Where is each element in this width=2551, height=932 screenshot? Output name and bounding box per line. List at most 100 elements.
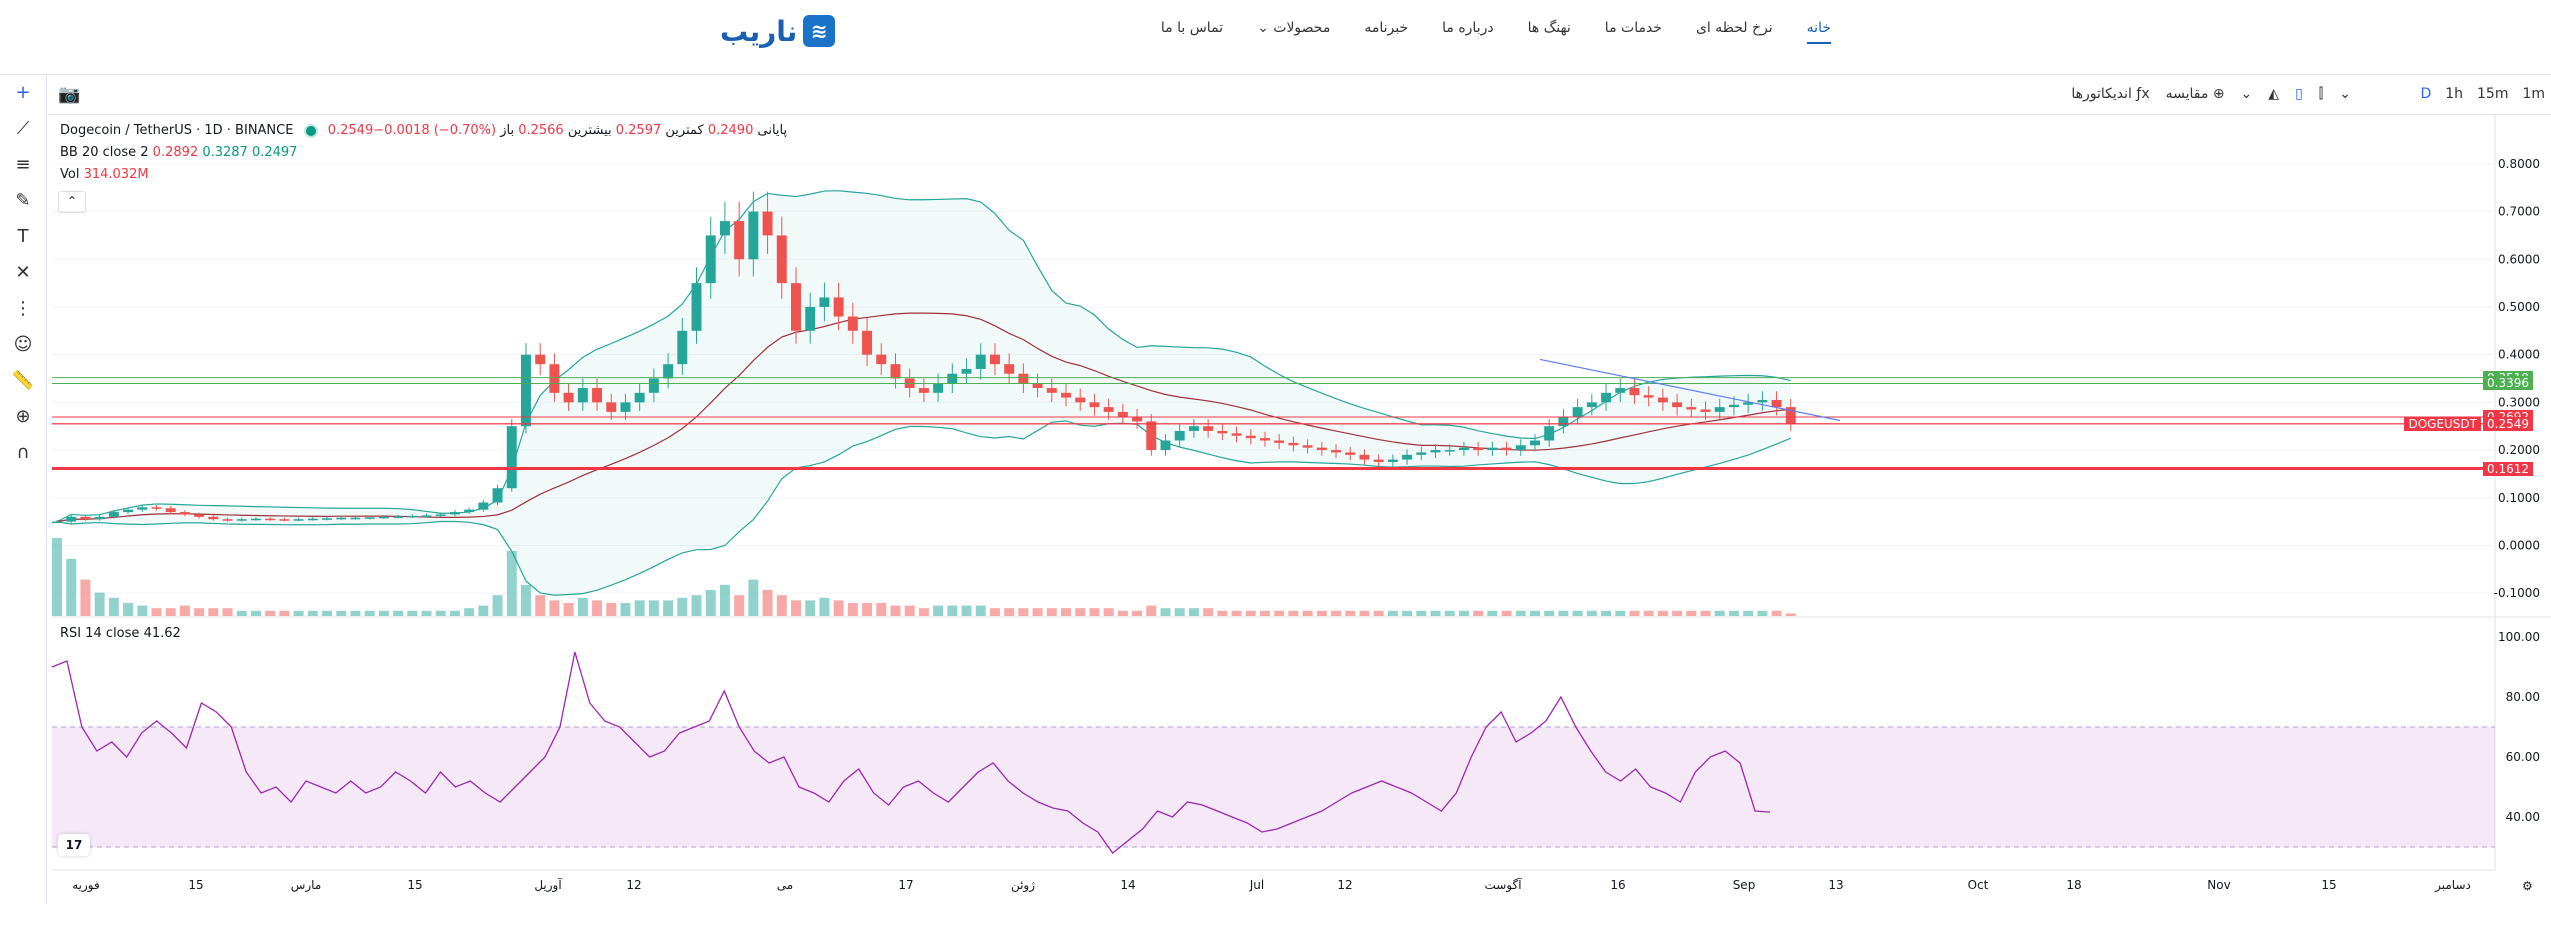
candle-body	[1288, 442, 1299, 446]
zoom-icon[interactable]: ⊕	[15, 405, 31, 427]
volume-bar	[933, 605, 944, 616]
candle-body	[208, 516, 219, 520]
candle-body	[194, 514, 205, 517]
candle-body	[734, 221, 745, 260]
indicators-button[interactable]: اندیکاتورها ƒx	[2071, 86, 2149, 102]
collapse-legend-button[interactable]: ⌃	[58, 191, 86, 213]
volume-bar	[250, 610, 261, 616]
candle-body	[634, 392, 645, 403]
candle-body	[1586, 402, 1597, 408]
candle-body	[236, 519, 247, 521]
prediction-icon[interactable]: ⋮	[14, 297, 32, 319]
candle-body	[1757, 399, 1768, 403]
site-logo[interactable]: ناریب ≋	[720, 14, 836, 48]
pattern-icon[interactable]: ✕	[15, 261, 31, 283]
volume-bar	[975, 605, 986, 616]
nav-contact[interactable]: تماس با ما	[1160, 20, 1224, 36]
candle-body	[179, 512, 190, 515]
date-tick-label: آگوست	[1484, 877, 1522, 893]
candle-body	[705, 235, 716, 284]
candle-body	[1160, 440, 1171, 451]
candle-body	[265, 518, 276, 521]
volume-bar	[634, 600, 645, 616]
candle-body	[521, 354, 531, 427]
emoji-icon[interactable]: ☺	[13, 333, 33, 355]
candle-body	[1416, 452, 1427, 455]
volume-bar	[165, 608, 176, 616]
volume-bar	[1558, 610, 1569, 616]
nav-newsletter[interactable]: خبرنامه	[1364, 20, 1409, 36]
candle-body	[1203, 426, 1214, 431]
date-tick-label: Jul	[1249, 878, 1264, 892]
volume-bar	[1103, 608, 1114, 616]
volume-bar	[819, 597, 830, 616]
candle-body	[449, 512, 460, 515]
fib-icon[interactable]: ≡	[15, 153, 31, 175]
volume-bar	[1487, 610, 1498, 616]
volume-bar	[648, 600, 659, 616]
nav-about[interactable]: درباره ما	[1442, 20, 1494, 36]
vol-value: 314.032M	[83, 167, 149, 182]
candle-body	[1245, 435, 1256, 439]
candle-body	[1544, 426, 1555, 441]
volume-bar	[1728, 610, 1739, 616]
volume-bar	[1743, 610, 1754, 616]
volume-bar	[1785, 613, 1796, 616]
bar-style-icon[interactable]: ⫿	[2318, 86, 2324, 102]
candle-body	[989, 354, 1000, 365]
date-tick-label: می	[777, 878, 793, 892]
price-tick-label: 0.5000	[2498, 300, 2540, 314]
legend-vol: Vol 314.032M	[60, 164, 787, 186]
nav-services[interactable]: خدمات ما	[1604, 20, 1662, 36]
compare-button[interactable]: مقایسه ⊕	[2166, 86, 2225, 102]
candle-style-icon[interactable]: ▯	[2295, 86, 2303, 102]
candle-body	[833, 297, 844, 317]
trend-line-icon[interactable]: ⟋	[16, 117, 30, 139]
volume-bar	[1473, 610, 1484, 616]
interval-1h[interactable]: 1h	[2445, 86, 2463, 102]
brush-icon[interactable]: ✎	[15, 189, 31, 211]
candle-body	[1061, 392, 1071, 398]
interval-d[interactable]: D	[2420, 86, 2432, 102]
candle-body	[819, 297, 830, 307]
candle-body	[918, 388, 929, 393]
rsi-label: RSI 14 close	[60, 626, 140, 641]
logo-mark-icon: ≋	[803, 15, 836, 47]
nav-products[interactable]: ⌄ محصولات	[1257, 20, 1330, 44]
volume-bar	[1302, 610, 1313, 616]
text-icon[interactable]: T	[17, 225, 29, 247]
compare-label: مقایسه	[2165, 86, 2209, 102]
candle-body	[1785, 407, 1796, 424]
magnet-icon[interactable]: ∩	[16, 441, 30, 463]
nav-live-rates[interactable]: نرخ لحظه ای	[1695, 20, 1773, 36]
settings-gear-icon[interactable]: ⚙	[2522, 879, 2533, 893]
interval-1m[interactable]: 1m	[2522, 86, 2545, 102]
volume-bar	[577, 597, 588, 616]
bb-label: BB 20 close 2	[60, 145, 149, 160]
date-tick-label: ژوئن	[1011, 878, 1035, 893]
interval-15m[interactable]: 15m	[2477, 86, 2509, 102]
high-label: بیشترین	[567, 123, 612, 138]
volume-bar	[748, 579, 759, 616]
volume-bar	[1657, 610, 1668, 616]
camera-icon[interactable]: 📷	[58, 84, 81, 105]
chart-toolbar: D 1h 15m 1m	[48, 74, 2551, 115]
crosshair-icon[interactable]: +	[15, 81, 31, 103]
open-label: باز	[500, 123, 515, 138]
volume-bar	[535, 595, 546, 616]
volume-bar	[393, 610, 404, 616]
volume-bar	[791, 600, 801, 616]
nav-home[interactable]: خانه	[1806, 20, 1832, 44]
chevron-down-icon[interactable]: ⌄	[2240, 86, 2253, 102]
rsi-tick-label: 40.00	[2506, 810, 2540, 824]
nav-whales[interactable]: نهنگ ها	[1527, 20, 1571, 36]
area-style-icon[interactable]: ◭	[2268, 86, 2280, 102]
date-tick-label: Nov	[2207, 878, 2230, 892]
volume-bar	[1586, 610, 1597, 616]
candle-body	[663, 364, 674, 379]
tradingview-logo[interactable]: 17	[58, 834, 90, 856]
candle-body	[1728, 404, 1739, 408]
ruler-icon[interactable]: 📏	[11, 369, 35, 391]
chevron-down-icon[interactable]: ⌄	[2339, 86, 2351, 102]
